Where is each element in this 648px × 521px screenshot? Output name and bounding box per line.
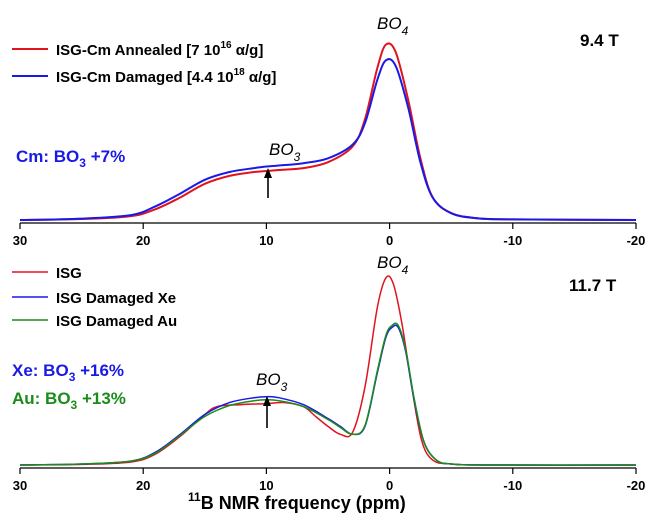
top-tick-label-1: 20 (136, 233, 150, 248)
bottom-tick-label-5: -20 (627, 478, 646, 493)
bottom-legend: ISG ISG Damaged Xe ISG Damaged Au (12, 265, 177, 330)
x-axis-title: 11B NMR frequency (ppm) (188, 490, 406, 513)
bottom-tick-label-1: 20 (136, 478, 150, 493)
bottom-series-line-2 (19, 322, 637, 466)
top-tick-label-3: 0 (386, 233, 393, 248)
bottom-tick-label-0: 30 (13, 478, 27, 493)
top-panel: 30 20 10 0 -10 -20 ISG-Cm Annealed [7 1016 α/… (12, 14, 645, 248)
bottom-bo3-arrow (263, 396, 271, 428)
top-bo3-annotation: Cm: BO3 +7% (16, 147, 125, 170)
bottom-x-ticks: 30 20 10 0 -10 -20 (13, 468, 646, 493)
bottom-bo3-label: BO3 (256, 370, 288, 394)
bottom-legend-label-isg: ISG (56, 265, 82, 282)
bottom-tick-label-2: 10 (259, 478, 273, 493)
top-bo4-label: BO4 (377, 14, 409, 38)
top-curves (19, 42, 637, 221)
top-tick-label-5: -20 (627, 233, 646, 248)
bottom-tick-label-3: 0 (386, 478, 393, 493)
top-field-label: 9.4 T (580, 31, 619, 50)
bottom-panel: 30 20 10 0 -10 -20 ISG ISG Damaged Xe ISG Dam… (12, 253, 645, 513)
top-tick-label-2: 10 (259, 233, 273, 248)
bottom-curves (19, 275, 637, 466)
bottom-tick-label-4: -10 (503, 478, 522, 493)
top-legend: ISG-Cm Annealed [7 1016 α/g] ISG-Cm Dama… (12, 40, 276, 86)
bottom-field-label: 11.7 T (569, 276, 617, 295)
top-bo3-label: BO3 (269, 140, 301, 164)
top-x-ticks: 30 20 10 0 -10 -20 (13, 223, 646, 248)
top-legend-label-damaged: ISG-Cm Damaged [4.4 1018 α/g] (56, 67, 276, 86)
top-series-line-1 (19, 58, 637, 221)
bottom-au-annotation: Au: BO3 +13% (12, 389, 126, 412)
top-tick-label-0: 30 (13, 233, 27, 248)
bottom-legend-label-au: ISG Damaged Au (56, 313, 177, 330)
top-legend-label-annealed: ISG-Cm Annealed [7 1016 α/g] (56, 40, 263, 59)
bottom-xe-annotation: Xe: BO3 +16% (12, 361, 124, 384)
bottom-legend-label-xe: ISG Damaged Xe (56, 290, 176, 307)
top-bo3-arrow (264, 168, 272, 198)
bottom-bo4-label: BO4 (377, 253, 409, 277)
top-tick-label-4: -10 (503, 233, 522, 248)
